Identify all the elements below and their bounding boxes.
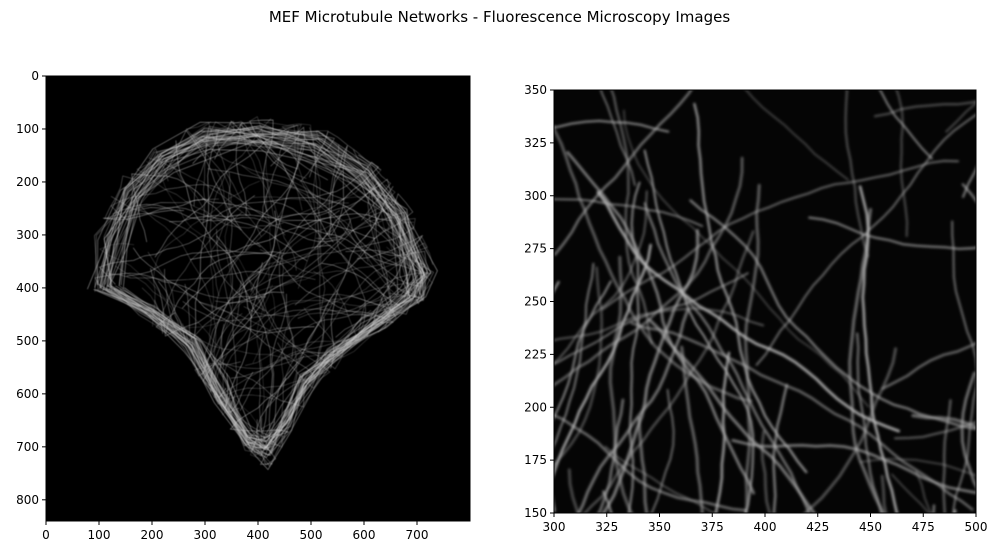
left-x-tick-label: 300 (194, 528, 217, 542)
right-y-tick-label: 175 (524, 453, 547, 467)
left-y-tick-label: 500 (16, 334, 39, 348)
left-y-tick-label: 800 (16, 493, 39, 507)
zoom-x-axis: 300 325 350 375 400 425 450 475 500 (543, 513, 988, 534)
right-x-tick-label: 400 (754, 520, 777, 534)
left-y-tick-label: 0 (31, 69, 39, 83)
right-y-tick-label: 250 (524, 295, 547, 309)
left-x-tick-label: 100 (88, 528, 111, 542)
full-cell-microtubule-network (87, 116, 438, 471)
right-x-tick-label: 300 (543, 520, 566, 534)
left-x-tick-label: 200 (141, 528, 164, 542)
zoom-panel: 300 325 350 375 400 425 450 475 500 150 175 200 225… (524, 83, 988, 534)
left-y-tick-label: 600 (16, 387, 39, 401)
left-y-tick-label: 200 (16, 175, 39, 189)
left-x-tick-label: 700 (406, 528, 429, 542)
right-y-tick-label: 325 (524, 136, 547, 150)
left-x-tick-label: 0 (42, 528, 50, 542)
right-x-tick-label: 375 (701, 520, 724, 534)
right-x-tick-label: 475 (912, 520, 935, 534)
left-y-tick-label: 300 (16, 228, 39, 242)
right-x-tick-label: 425 (806, 520, 829, 534)
zoom-y-axis: 150 175 200 225 250 275 300 325 350 (524, 83, 554, 520)
full-cell-panel: 0 100 200 300 400 500 600 700 0 100 200 300 400 500 6… (16, 69, 471, 542)
left-x-tick-label: 400 (247, 528, 270, 542)
left-y-tick-label: 100 (16, 122, 39, 136)
left-y-tick-label: 400 (16, 281, 39, 295)
right-x-tick-label: 500 (965, 520, 988, 534)
left-x-tick-label: 500 (300, 528, 323, 542)
right-y-tick-label: 200 (524, 400, 547, 414)
right-y-tick-label: 150 (524, 506, 547, 520)
right-y-tick-label: 300 (524, 189, 547, 203)
full-cell-y-axis: 0 100 200 300 400 500 600 700 800 (16, 69, 46, 507)
full-cell-x-axis: 0 100 200 300 400 500 600 700 (42, 521, 428, 542)
left-x-tick-label: 600 (353, 528, 376, 542)
right-x-tick-label: 350 (648, 520, 671, 534)
right-x-tick-label: 325 (595, 520, 618, 534)
right-y-tick-label: 275 (524, 242, 547, 256)
left-y-tick-label: 700 (16, 440, 39, 454)
right-y-tick-label: 350 (524, 83, 547, 97)
zoom-microtubule-network (554, 90, 976, 513)
right-x-tick-label: 450 (859, 520, 882, 534)
figure-title: MEF Microtubule Networks - Fluorescence … (268, 8, 731, 26)
right-y-tick-label: 225 (524, 347, 547, 361)
